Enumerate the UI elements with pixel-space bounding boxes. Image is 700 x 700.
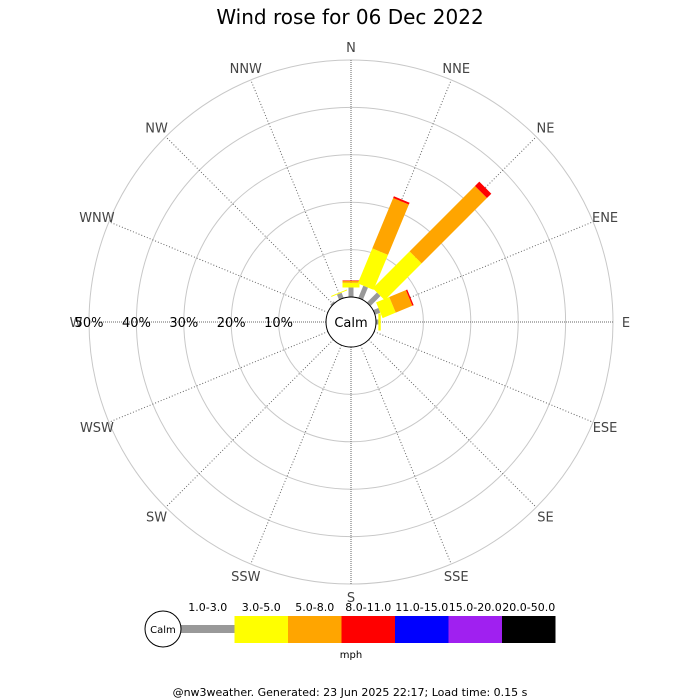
calm-label: Calm xyxy=(334,316,367,331)
bar-nne-8.0-11.0 xyxy=(393,196,410,205)
legend-swatch-5.0-8.0 xyxy=(288,616,342,643)
bar-ne-5.0-8.0 xyxy=(409,186,487,264)
direction-label-e: E xyxy=(622,316,630,331)
bar-nnw-1.0-3.0 xyxy=(336,292,344,300)
legend-range-label: 11.0-15.0 xyxy=(395,601,448,614)
legend-unit: mph xyxy=(340,650,362,661)
spoke-wnw xyxy=(108,221,329,313)
direction-labels: N NNE NE ENE E ESE SE SSE S SSW SW WSW W WNW NW NNW xyxy=(70,41,631,606)
bar-ne-8.0-11.0 xyxy=(474,181,492,199)
percent-labels: 10% 20% 30% 40% 50% xyxy=(75,316,294,331)
bar-nne-1.0-3.0 xyxy=(358,285,368,300)
wind-bars xyxy=(330,181,492,331)
calm-circle: Calm xyxy=(325,296,377,348)
percent-label: 40% xyxy=(122,316,151,331)
legend-swatch-8.0-11.0 xyxy=(341,616,395,643)
legend-swatch-20.0-50.0 xyxy=(502,616,556,643)
legend-range-label: 15.0-20.0 xyxy=(449,601,502,614)
spoke-nnw xyxy=(250,79,342,300)
bar-ene-5.0-8.0 xyxy=(389,290,413,313)
direction-label-w: W xyxy=(70,316,83,331)
bar-ne-1.0-3.0 xyxy=(366,292,381,307)
direction-label-s: S xyxy=(347,591,355,606)
legend-swatch-11.0-15.0 xyxy=(395,616,449,643)
direction-label-nnw: NNW xyxy=(230,62,262,77)
direction-label-nw: NW xyxy=(145,122,168,137)
legend-swatch-1.0-3.0 xyxy=(181,625,235,633)
spoke-ssw xyxy=(250,344,342,565)
bar-ne-3.0-5.0 xyxy=(372,251,422,301)
spoke-wsw xyxy=(108,331,329,423)
bar-nne-3.0-5.0 xyxy=(357,248,389,290)
direction-label-sw: SW xyxy=(146,510,167,525)
legend-swatch-3.0-5.0 xyxy=(234,616,288,643)
legend-range-label: 8.0-11.0 xyxy=(345,601,391,614)
direction-label-ssw: SSW xyxy=(231,570,261,585)
direction-label-wsw: WSW xyxy=(80,421,114,436)
spoke-ese xyxy=(373,331,594,423)
direction-label-ene: ENE xyxy=(592,211,618,226)
bar-ene-1.0-3.0 xyxy=(373,307,381,315)
legend-range-label: 20.0-50.0 xyxy=(502,601,555,614)
direction-label-se: SE xyxy=(537,510,553,525)
bar-ene-8.0-11.0 xyxy=(405,289,414,306)
direction-label-wnw: WNW xyxy=(79,211,115,226)
grid-ring xyxy=(135,106,567,538)
direction-label-nne: NNE xyxy=(442,62,470,77)
direction-label-ese: ESE xyxy=(593,421,618,436)
spoke-sse xyxy=(360,344,452,565)
direction-spokes xyxy=(89,60,613,584)
spoke-sw xyxy=(165,339,334,508)
spoke-ene xyxy=(373,221,594,313)
speed-legend: 1.0-3.0 3.0-5.0 5.0-8.0 8.0-11.0 11.0-15.0 15… xyxy=(144,601,556,648)
direction-label-n: N xyxy=(346,41,356,56)
calm-circle-shape xyxy=(325,296,377,348)
spoke-se xyxy=(368,339,537,508)
spoke-nw xyxy=(165,136,334,305)
percent-label: 30% xyxy=(169,316,198,331)
legend-calm-label: Calm xyxy=(150,625,176,636)
percent-label: 20% xyxy=(217,316,246,331)
grid-ring xyxy=(278,249,424,395)
legend-range-label: 1.0-3.0 xyxy=(188,601,227,614)
footer-text: @nw3weather. Generated: 23 Jun 2025 22:1… xyxy=(173,686,528,699)
legend-range-label: 5.0-8.0 xyxy=(295,601,334,614)
legend-range-label: 3.0-5.0 xyxy=(242,601,281,614)
direction-label-ne: NE xyxy=(536,122,554,137)
bar-nne-5.0-8.0 xyxy=(372,197,409,255)
direction-label-sse: SSE xyxy=(444,570,469,585)
percent-label: 10% xyxy=(264,316,293,331)
chart-title: Wind rose for 06 Dec 2022 xyxy=(216,5,483,29)
legend-swatch-15.0-20.0 xyxy=(448,616,502,643)
bar-ene-3.0-5.0 xyxy=(376,296,396,319)
legend-calm-circle xyxy=(144,610,182,648)
percent-label: 50% xyxy=(75,316,104,331)
